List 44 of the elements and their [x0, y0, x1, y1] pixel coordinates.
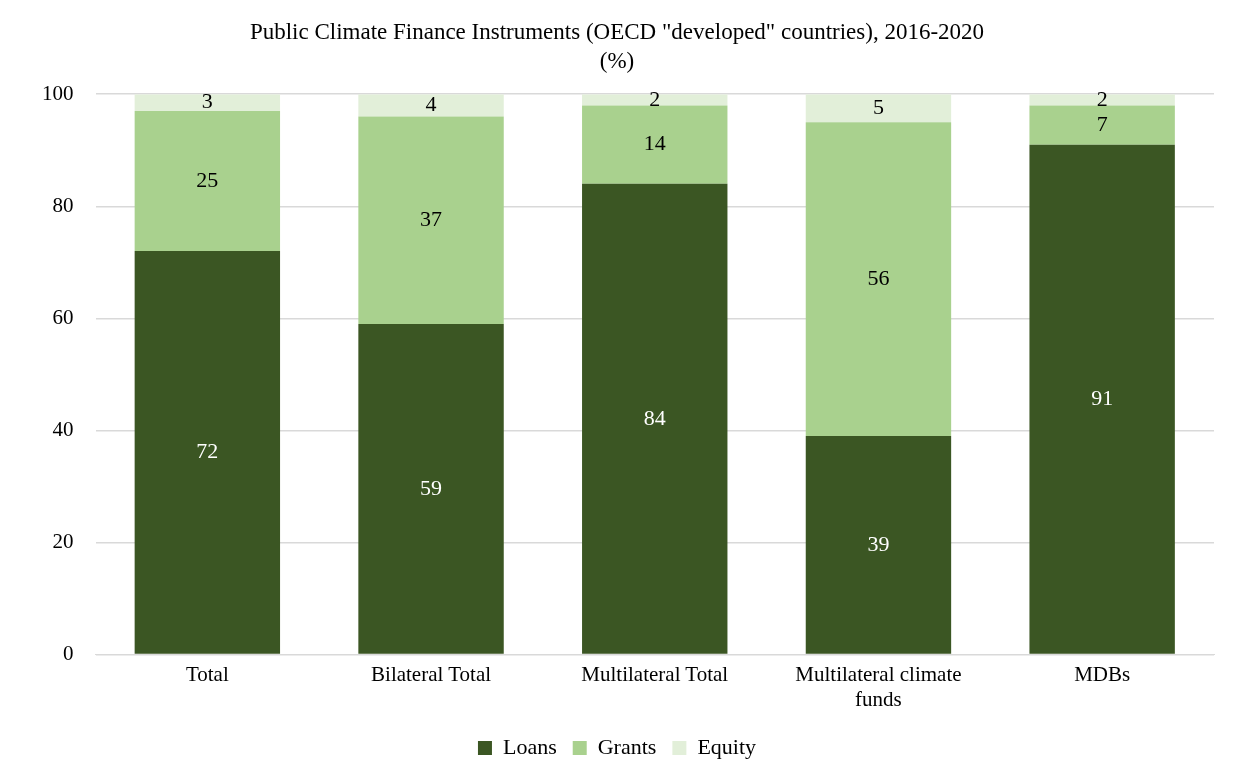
x-tick-label: Total: [185, 661, 229, 686]
y-tick-label: 20: [52, 529, 74, 554]
legend-label: Equity: [697, 733, 757, 759]
data-label: 39: [867, 530, 890, 556]
x-tick-label: Multilateral Total: [581, 661, 729, 686]
data-label: 56: [867, 264, 890, 290]
bar: [1029, 144, 1175, 654]
data-label: 5: [872, 93, 884, 119]
data-label: 3: [201, 88, 213, 114]
bar: [1029, 105, 1175, 145]
data-label: 72: [196, 438, 219, 464]
bar: [582, 183, 728, 654]
data-label: 4: [425, 91, 437, 117]
data-label: 84: [643, 404, 666, 430]
data-label: 2: [1096, 85, 1108, 111]
data-label: 91: [1091, 385, 1114, 411]
x-tick-label: MDBs: [1074, 661, 1131, 686]
bar: [134, 94, 281, 112]
chart-title: Public Climate Finance Instruments (OECD "developed" countries), 2016-2020: [249, 18, 985, 44]
legend-label: Grants: [597, 733, 657, 759]
legend-label: Loans: [502, 733, 557, 759]
bar: [358, 323, 504, 654]
bar: [805, 122, 952, 437]
data-label: 2: [649, 85, 661, 111]
chart-subtitle: (%): [599, 48, 635, 74]
bar: [134, 111, 281, 252]
y-tick-label: 0: [63, 641, 74, 666]
data-label: 37: [420, 206, 443, 232]
data-label: 14: [643, 130, 666, 156]
bar: [805, 436, 952, 654]
bar: [134, 251, 281, 654]
bar: [582, 105, 728, 184]
x-tick-label: Multilateral climate funds: [795, 661, 962, 711]
bar: [805, 94, 952, 123]
data-label: 7: [1096, 110, 1108, 136]
data-label: 25: [196, 166, 219, 192]
bar: [358, 94, 504, 117]
x-tick-label: Bilateral Total: [371, 661, 492, 686]
y-tick-label: 40: [52, 416, 74, 441]
y-tick-label: 80: [52, 192, 74, 217]
y-tick-label: 100: [42, 80, 74, 105]
y-tick-label: 60: [52, 304, 74, 329]
data-label: 59: [420, 474, 443, 500]
bar: [358, 116, 504, 324]
